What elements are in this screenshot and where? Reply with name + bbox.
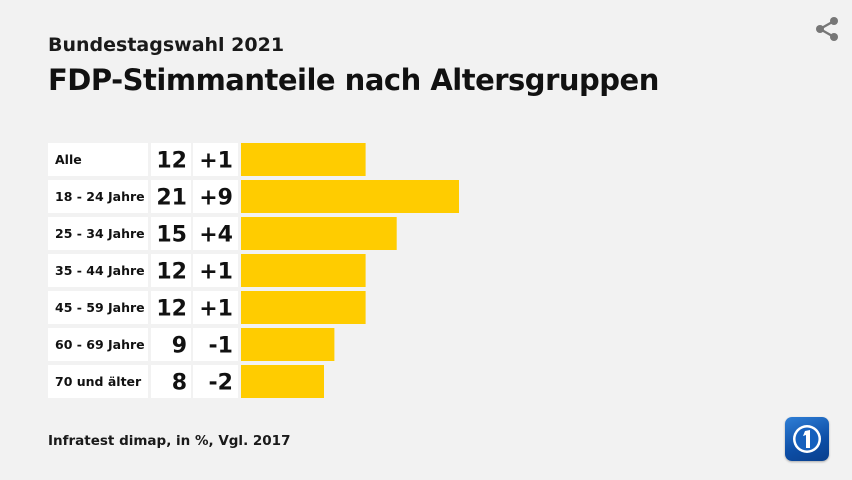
category-label: 18 - 24 Jahre bbox=[55, 189, 145, 204]
value-label: 12 bbox=[156, 297, 187, 322]
source-note: Infratest dimap, in %, Vgl. 2017 bbox=[48, 433, 291, 449]
value-label: 21 bbox=[156, 186, 187, 211]
category-label-box bbox=[48, 180, 148, 213]
value-label-box bbox=[151, 254, 191, 287]
change-label: -2 bbox=[209, 371, 233, 396]
change-label-box bbox=[193, 180, 238, 213]
change-label: +1 bbox=[199, 260, 233, 285]
value-label: 12 bbox=[156, 260, 187, 285]
value-label-box bbox=[151, 180, 191, 213]
change-label-box bbox=[193, 365, 238, 398]
bar bbox=[241, 180, 459, 213]
category-label-box bbox=[48, 328, 148, 361]
change-label: +1 bbox=[199, 149, 233, 174]
change-label-box bbox=[193, 217, 238, 250]
change-label: +9 bbox=[199, 186, 233, 211]
bar bbox=[241, 254, 366, 287]
change-label-box bbox=[193, 143, 238, 176]
share-icon[interactable] bbox=[812, 14, 842, 44]
chart-title: FDP-Stimmanteile nach Altersgruppen bbox=[48, 63, 659, 97]
value-label-box bbox=[151, 143, 191, 176]
value-label: 8 bbox=[172, 371, 187, 396]
bar bbox=[241, 217, 397, 250]
change-label-box bbox=[193, 328, 238, 361]
category-label: 45 - 59 Jahre bbox=[55, 300, 145, 315]
category-label: 70 und älter bbox=[55, 374, 142, 389]
change-label: +4 bbox=[199, 223, 233, 248]
value-label-box bbox=[151, 328, 191, 361]
value-label-box bbox=[151, 291, 191, 324]
bar bbox=[241, 143, 366, 176]
value-label: 9 bbox=[172, 334, 187, 359]
category-label: 60 - 69 Jahre bbox=[55, 337, 145, 352]
value-label: 15 bbox=[156, 223, 187, 248]
bar bbox=[241, 291, 366, 324]
bar bbox=[241, 365, 324, 398]
ard-logo-icon[interactable] bbox=[785, 417, 829, 461]
change-label: +1 bbox=[199, 297, 233, 322]
chart-subtitle: Bundestagswahl 2021 bbox=[48, 34, 285, 56]
bar bbox=[241, 328, 335, 361]
change-label-box bbox=[193, 254, 238, 287]
value-label-box bbox=[151, 365, 191, 398]
category-label-box bbox=[48, 217, 148, 250]
value-label: 12 bbox=[156, 149, 187, 174]
category-label: Alle bbox=[55, 152, 82, 167]
category-label: 35 - 44 Jahre bbox=[55, 263, 145, 278]
category-label-box bbox=[48, 143, 148, 176]
value-label-box bbox=[151, 217, 191, 250]
change-label: -1 bbox=[209, 334, 233, 359]
change-label-box bbox=[193, 291, 238, 324]
category-label-box bbox=[48, 365, 148, 398]
category-label-box bbox=[48, 291, 148, 324]
category-label-box bbox=[48, 254, 148, 287]
category-label: 25 - 34 Jahre bbox=[55, 226, 145, 241]
